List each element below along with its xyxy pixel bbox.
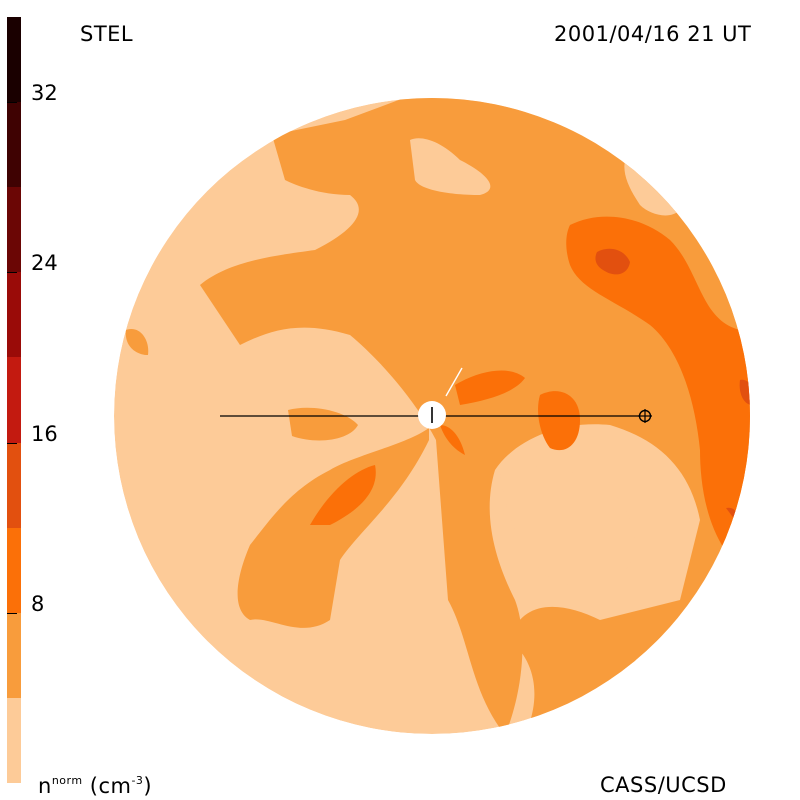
- streamer-tick: [445, 367, 463, 397]
- unit-superscript: norm: [51, 774, 83, 787]
- colorbar-segment: [7, 527, 21, 613]
- credit-label: CASS/UCSD: [600, 773, 727, 797]
- colorbar-segment: [7, 102, 21, 188]
- unit-text: (cm: [89, 774, 132, 798]
- colorbar-segment: [7, 612, 21, 698]
- colorbar-tick: [7, 102, 17, 104]
- colorbar-segment: [7, 357, 21, 443]
- colorbar-tick: [7, 442, 17, 444]
- timestamp-label: 2001/04/16 21 UT: [554, 22, 752, 46]
- contour-level-0-islands: [410, 138, 680, 587]
- unit-exponent: -3: [131, 774, 144, 787]
- instrument-label: STEL: [80, 22, 134, 46]
- unit-symbol: n: [38, 774, 52, 798]
- colorbar-segment: [7, 697, 21, 783]
- contour-level-2: [310, 216, 750, 560]
- colorbar-tick-label: 8: [31, 591, 45, 616]
- earth-icon: [638, 409, 652, 423]
- colorbar-segment: [7, 187, 21, 273]
- unit-label: nnorm (cm-3): [38, 775, 152, 797]
- colorbar-segment: [7, 17, 21, 103]
- colorbar-tick: [7, 612, 17, 614]
- colorbar-tick-label: 24: [31, 251, 58, 276]
- colorbar-tick: [7, 272, 17, 274]
- colorbar-tick-label: 32: [31, 81, 58, 106]
- colorbar-tick-label: 16: [31, 421, 58, 446]
- unit-close: ): [143, 774, 153, 798]
- colorbar-segment: [7, 272, 21, 358]
- density-colorbar: [7, 17, 21, 783]
- colorbar-segment: [7, 442, 21, 528]
